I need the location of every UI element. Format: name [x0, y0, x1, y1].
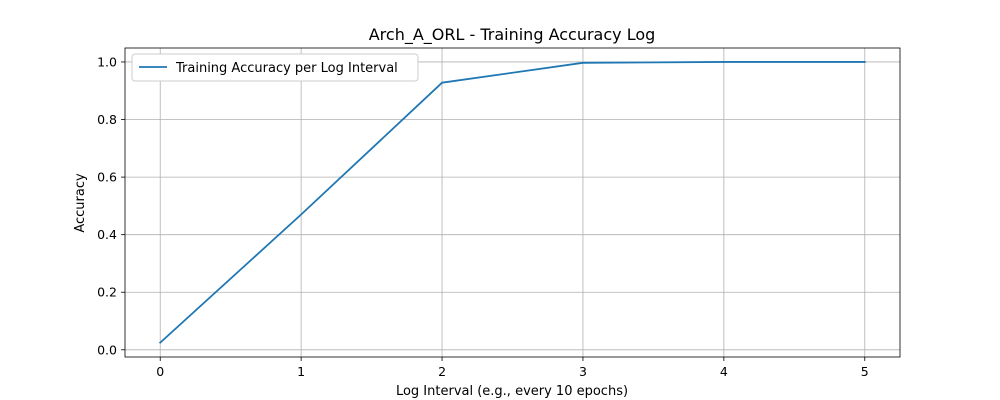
axes-layer: 0 1 2 3 4 5 0.0 0.2 0.4 0.6 0.8 1.0: [97, 47, 901, 379]
y-tick-label: 0.0: [97, 342, 117, 357]
x-tick-label: 4: [720, 364, 728, 379]
series-line-0: [158, 61, 866, 344]
plot-frame: [124, 47, 901, 358]
legend-label: Training Accuracy per Log Interval: [175, 61, 398, 76]
x-tick-label: 1: [297, 364, 305, 379]
y-tick-label: 1.0: [97, 54, 117, 69]
y-tick-label: 0.4: [97, 227, 117, 242]
x-axis-label: Log Interval (e.g., every 10 epochs): [396, 384, 628, 399]
chart-title: Arch_A_ORL - Training Accuracy Log: [369, 25, 656, 45]
legend-box: [131, 53, 419, 82]
x-tick-label: 2: [438, 364, 446, 379]
legend: Training Accuracy per Log Interval: [131, 53, 419, 82]
grid-layer: [125, 48, 900, 357]
x-tick-label: 0: [156, 364, 164, 379]
y-axis-label: Accuracy: [73, 173, 88, 233]
x-tick-label: 3: [579, 364, 587, 379]
y-tick-label: 0.6: [97, 170, 117, 185]
y-tick-label: 0.8: [97, 112, 117, 127]
y-tick-label: 0.2: [97, 285, 117, 300]
x-tick-label: 5: [861, 364, 869, 379]
series-layer: [158, 61, 866, 344]
